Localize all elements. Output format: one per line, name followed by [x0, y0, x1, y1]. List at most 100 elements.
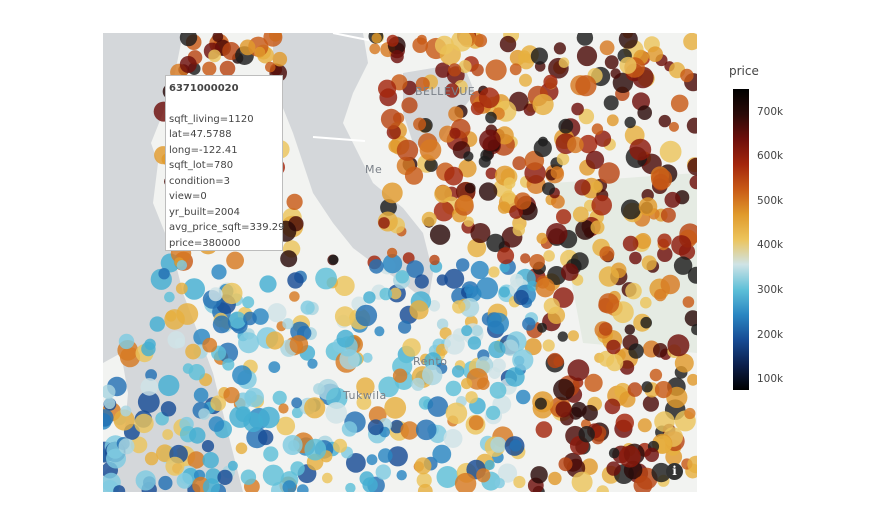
house-marker[interactable]: [322, 472, 333, 484]
house-marker[interactable]: [346, 453, 366, 473]
house-marker[interactable]: [556, 152, 570, 166]
house-marker[interactable]: [221, 282, 243, 305]
house-marker[interactable]: [219, 60, 236, 77]
house-marker[interactable]: [227, 460, 238, 471]
house-marker[interactable]: [429, 224, 451, 245]
house-marker[interactable]: [414, 274, 429, 289]
house-marker[interactable]: [334, 306, 356, 327]
house-marker[interactable]: [167, 331, 186, 349]
house-marker[interactable]: [489, 381, 507, 399]
house-marker[interactable]: [654, 288, 667, 302]
house-marker[interactable]: [286, 193, 303, 210]
house-marker[interactable]: [629, 251, 642, 265]
house-marker[interactable]: [683, 33, 697, 51]
house-marker[interactable]: [240, 469, 257, 485]
house-marker[interactable]: [651, 168, 673, 190]
house-marker[interactable]: [307, 358, 318, 369]
house-marker[interactable]: [524, 338, 542, 356]
house-marker[interactable]: [637, 418, 652, 433]
house-marker[interactable]: [401, 97, 418, 114]
house-marker[interactable]: [471, 63, 484, 77]
house-marker[interactable]: [134, 413, 154, 434]
house-marker[interactable]: [686, 117, 697, 134]
house-marker[interactable]: [434, 35, 454, 55]
house-marker[interactable]: [415, 419, 437, 441]
house-marker[interactable]: [380, 108, 402, 130]
house-marker[interactable]: [641, 255, 657, 271]
house-marker[interactable]: [574, 179, 591, 196]
house-marker[interactable]: [278, 403, 289, 414]
house-marker[interactable]: [644, 447, 659, 462]
house-marker[interactable]: [567, 359, 590, 382]
house-marker[interactable]: [471, 325, 483, 337]
house-marker[interactable]: [212, 315, 231, 334]
house-marker[interactable]: [640, 296, 652, 309]
house-marker[interactable]: [461, 325, 473, 337]
house-marker[interactable]: [222, 358, 235, 371]
house-marker[interactable]: [603, 95, 619, 111]
house-marker[interactable]: [575, 75, 597, 97]
house-marker[interactable]: [479, 129, 501, 151]
house-marker[interactable]: [571, 102, 584, 116]
house-marker[interactable]: [333, 438, 348, 453]
house-marker[interactable]: [176, 260, 188, 271]
house-marker[interactable]: [510, 273, 524, 287]
house-marker[interactable]: [421, 211, 437, 227]
house-marker[interactable]: [581, 404, 598, 421]
house-marker[interactable]: [149, 316, 165, 332]
house-marker[interactable]: [268, 361, 281, 373]
house-marker[interactable]: [584, 373, 603, 392]
house-marker[interactable]: [604, 55, 619, 70]
house-marker[interactable]: [490, 436, 507, 453]
house-marker[interactable]: [103, 409, 114, 427]
house-marker[interactable]: [263, 33, 283, 47]
house-marker[interactable]: [458, 60, 472, 73]
house-marker[interactable]: [235, 406, 252, 423]
house-marker[interactable]: [488, 340, 506, 359]
house-marker[interactable]: [667, 334, 690, 357]
house-marker[interactable]: [276, 416, 296, 436]
house-marker[interactable]: [530, 47, 548, 65]
house-marker[interactable]: [262, 464, 284, 486]
house-marker[interactable]: [487, 312, 510, 335]
house-marker[interactable]: [548, 471, 562, 486]
house-marker[interactable]: [619, 56, 637, 74]
house-marker[interactable]: [535, 278, 555, 298]
house-marker[interactable]: [579, 134, 598, 154]
house-marker[interactable]: [553, 42, 566, 55]
house-marker[interactable]: [414, 457, 432, 475]
house-marker[interactable]: [575, 219, 596, 240]
house-marker[interactable]: [390, 50, 404, 64]
map-area[interactable]: BELLEVUE Me Rento Tukwila: [103, 33, 697, 492]
house-marker[interactable]: [494, 478, 505, 489]
house-marker[interactable]: [463, 216, 474, 227]
house-marker[interactable]: [185, 343, 201, 360]
house-marker[interactable]: [413, 117, 427, 131]
house-marker[interactable]: [516, 389, 531, 405]
house-marker[interactable]: [389, 287, 402, 300]
house-marker[interactable]: [478, 87, 500, 109]
house-marker[interactable]: [176, 303, 199, 325]
house-marker[interactable]: [647, 46, 663, 62]
house-marker[interactable]: [520, 253, 531, 264]
house-marker[interactable]: [183, 278, 205, 300]
house-marker[interactable]: [529, 254, 545, 270]
house-marker[interactable]: [519, 73, 532, 87]
house-marker[interactable]: [514, 192, 532, 210]
house-marker[interactable]: [287, 272, 304, 289]
house-marker[interactable]: [179, 56, 197, 73]
house-marker[interactable]: [599, 246, 615, 262]
house-marker[interactable]: [480, 149, 493, 162]
house-marker[interactable]: [362, 477, 378, 492]
house-marker[interactable]: [642, 395, 660, 412]
house-marker[interactable]: [461, 378, 473, 390]
house-marker[interactable]: [498, 286, 510, 298]
house-marker[interactable]: [290, 461, 305, 476]
house-marker[interactable]: [282, 480, 297, 492]
house-marker[interactable]: [470, 260, 489, 280]
house-marker[interactable]: [202, 452, 219, 469]
house-marker[interactable]: [164, 291, 175, 303]
house-marker[interactable]: [557, 331, 568, 342]
house-marker[interactable]: [432, 444, 452, 464]
house-marker[interactable]: [416, 472, 432, 488]
